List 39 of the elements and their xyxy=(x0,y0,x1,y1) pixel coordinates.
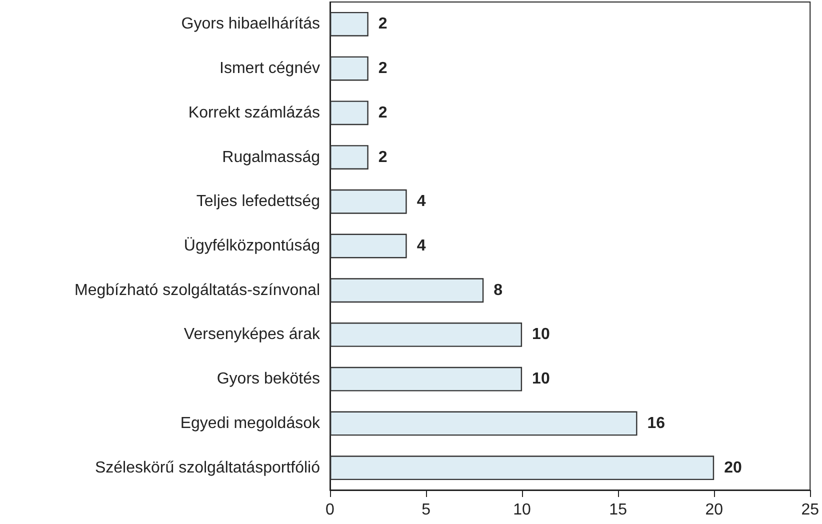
bar xyxy=(330,234,407,258)
y-tick-label: Gyors hibaelhárítás xyxy=(181,16,320,33)
data-label: 10 xyxy=(532,326,550,344)
data-label: 2 xyxy=(378,148,388,166)
y-tick-label: Megbízható szolgáltatás-színvonal xyxy=(74,282,320,299)
bar xyxy=(330,366,522,392)
y-tick-label: Széleskörű szolgáltatásportfólió xyxy=(94,459,320,476)
y-tick-label: Teljes lefedettség xyxy=(196,193,320,210)
x-tick-label: 5 xyxy=(422,502,431,518)
bar xyxy=(330,100,368,126)
bar xyxy=(330,145,368,170)
bar xyxy=(330,189,407,214)
y-tick-label: Gyors bekötés xyxy=(216,370,320,388)
data-label: 2 xyxy=(378,104,388,122)
bar xyxy=(330,322,522,347)
y-tick-label: Egyedi megoldások xyxy=(180,414,321,432)
y-tick-label: Ismert cégnév xyxy=(220,60,320,78)
x-tick-label: 0 xyxy=(326,502,335,518)
data-label: 10 xyxy=(532,370,550,388)
y-tick-label: Korrekt számlázás xyxy=(188,104,320,122)
data-label: 2 xyxy=(378,16,388,33)
data-label: 16 xyxy=(647,414,666,432)
data-label: 2 xyxy=(378,60,388,78)
data-label: 4 xyxy=(416,193,426,210)
x-tick-label: 25 xyxy=(801,502,820,518)
data-label: 4 xyxy=(416,238,426,254)
y-tick-label: Rugalmasság xyxy=(222,148,320,166)
y-tick-label: Versenyképes árak xyxy=(184,326,321,344)
y-tick-label: Ügyfélközpontúság xyxy=(184,236,320,254)
bar xyxy=(330,411,638,436)
x-tick-label: 20 xyxy=(705,502,724,518)
x-tick-label: 10 xyxy=(513,502,532,518)
bar xyxy=(330,278,484,303)
data-label: 20 xyxy=(724,459,742,476)
bar xyxy=(330,456,714,480)
x-tick-label: 15 xyxy=(609,502,628,518)
data-label: 8 xyxy=(494,282,503,299)
bar xyxy=(330,12,368,36)
bar xyxy=(330,56,368,81)
